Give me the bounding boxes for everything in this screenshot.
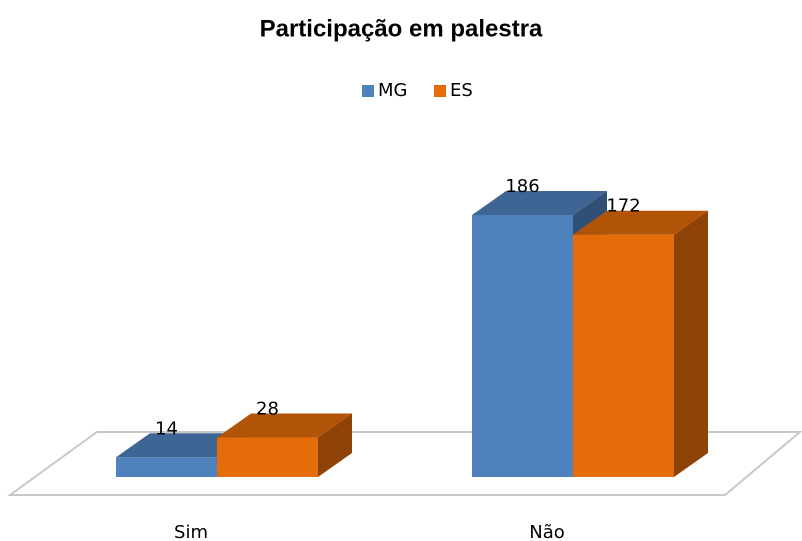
- bar-side: [318, 413, 352, 477]
- data-label: 172: [606, 196, 640, 217]
- bar-top: [472, 191, 607, 215]
- data-label: 14: [155, 418, 178, 439]
- bar: [573, 234, 674, 477]
- x-tick-label: Sim: [174, 522, 208, 541]
- legend-swatch: [362, 85, 374, 97]
- bar: [217, 437, 318, 477]
- data-label: 28: [256, 399, 279, 420]
- legend-swatch: [434, 85, 446, 97]
- chart-title: Participação em palestra: [260, 15, 543, 42]
- bar-side: [674, 210, 708, 477]
- bar: [472, 215, 573, 477]
- data-label: 186: [505, 176, 539, 197]
- bar-top: [217, 413, 352, 438]
- x-tick-label: Não: [529, 522, 565, 541]
- legend-label: MG: [378, 80, 407, 101]
- bar-top: [573, 210, 708, 235]
- bar: [116, 457, 217, 477]
- legend-label: ES: [450, 80, 473, 101]
